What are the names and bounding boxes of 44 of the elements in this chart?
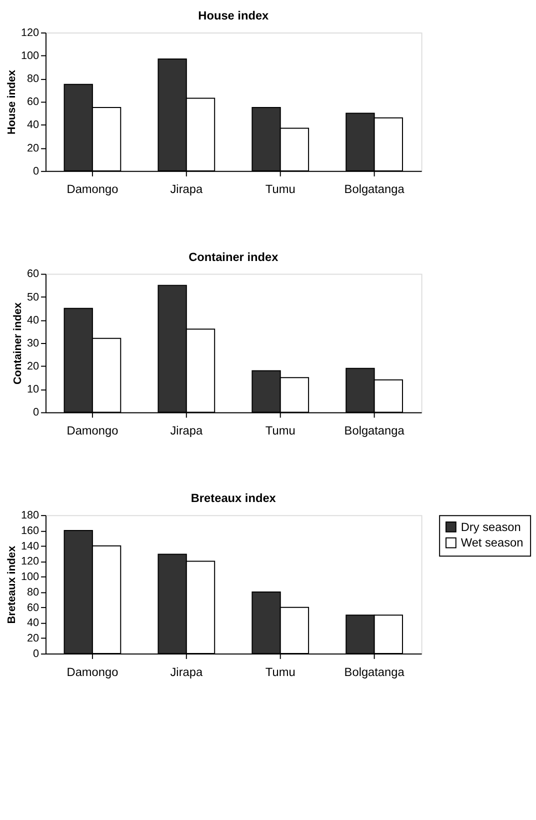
x-tick-label: Jirapa	[170, 664, 203, 679]
y-axis-title: Container index	[12, 302, 24, 385]
y-tick-label: 30	[26, 337, 40, 350]
y-tick-label: 10	[26, 384, 40, 396]
x-tick-label: Bolgatanga	[344, 423, 405, 438]
y-tick-label: 160	[20, 524, 40, 537]
y-tick-label: 80	[26, 73, 40, 86]
legend-label: Wet season	[460, 536, 524, 550]
y-tick-label: 60	[26, 268, 40, 280]
y-tick-label: 180	[20, 510, 40, 522]
y-tick-label: 0	[33, 165, 40, 178]
chart-title: House index	[198, 8, 270, 23]
y-tick-label: 60	[26, 96, 40, 108]
x-tick-label: Bolgatanga	[344, 664, 405, 679]
x-tick-label: Tumu	[265, 423, 296, 438]
y-tick-label: 120	[20, 556, 40, 568]
y-tick-label: 60	[26, 602, 40, 614]
y-tick-label: 0	[33, 648, 40, 660]
x-tick-label: Tumu	[265, 182, 296, 196]
y-axis-title: Breteaux index	[6, 546, 18, 624]
y-tick-label: 50	[26, 291, 40, 304]
y-tick-label: 80	[26, 586, 40, 598]
y-tick-label: 100	[20, 50, 40, 62]
y-tick-label: 20	[26, 632, 40, 645]
x-tick-label: Tumu	[265, 664, 296, 679]
y-tick-label: 40	[26, 617, 40, 630]
y-axis-title: House index	[6, 70, 18, 134]
x-tick-label: Bolgatanga	[344, 182, 405, 196]
legend-label: Dry season	[460, 520, 521, 534]
x-tick-label: Damongo	[66, 182, 119, 196]
x-tick-label: Jirapa	[170, 423, 203, 438]
y-tick-label: 120	[20, 26, 40, 39]
x-tick-label: Damongo	[66, 423, 119, 438]
y-tick-label: 20	[26, 360, 40, 373]
x-tick-label: Damongo	[66, 664, 119, 679]
y-tick-label: 100	[20, 571, 40, 584]
y-tick-label: 20	[26, 142, 40, 154]
chart-title: Container index	[188, 250, 279, 264]
x-tick-label: Jirapa	[170, 182, 203, 196]
y-tick-label: 0	[33, 406, 40, 419]
chart-title: Breteaux index	[190, 491, 276, 506]
y-tick-label: 40	[26, 314, 40, 326]
y-tick-label: 40	[26, 119, 40, 132]
y-tick-label: 140	[20, 540, 40, 552]
